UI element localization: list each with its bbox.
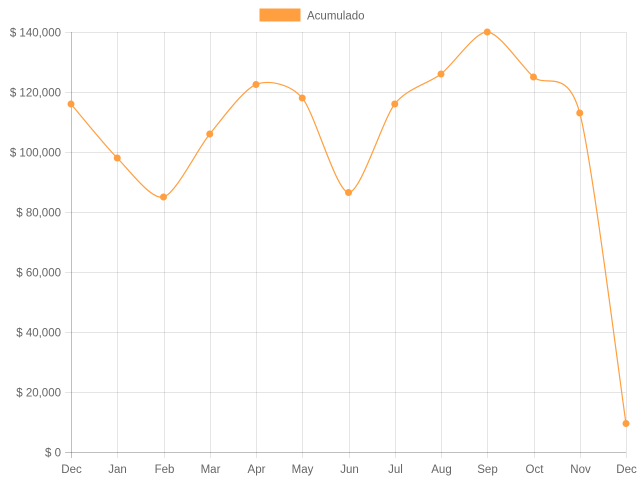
data-point — [252, 81, 260, 88]
x-tick-label: Jul — [388, 464, 403, 476]
data-point — [437, 70, 445, 78]
data-point — [345, 189, 352, 196]
y-axis: $ 0 $ 20,000 $ 40,000 $ 60,000 $ 80,000 $ 100… — [10, 28, 61, 460]
data-point — [391, 100, 399, 108]
data-point — [530, 73, 537, 81]
chart-series — [67, 28, 630, 427]
x-tick-label: Dec — [616, 464, 637, 476]
y-tick-label: $ 0 — [45, 448, 61, 460]
chart-legend[interactable]: Acumulado — [259, 8, 365, 23]
chart-grid — [65, 32, 627, 458]
data-point — [298, 94, 306, 102]
data-point — [206, 130, 214, 138]
legend-swatch — [259, 8, 301, 22]
y-tick-label: $ 140,000 — [10, 28, 61, 40]
x-tick-label: Oct — [526, 464, 545, 476]
y-tick-label: $ 60,000 — [16, 268, 61, 280]
data-point — [160, 193, 167, 201]
y-tick-label: $ 20,000 — [16, 388, 61, 400]
x-tick-label: May — [292, 464, 314, 476]
data-point — [113, 154, 121, 162]
x-axis: Dec Jan Feb Mar Apr May Jun Jul Aug Sep Oct Nov Dec — [61, 464, 637, 476]
x-tick-label: Sep — [477, 464, 497, 476]
x-tick-label: Aug — [431, 464, 451, 476]
x-tick-label: Feb — [155, 464, 175, 476]
x-tick-label: Apr — [248, 464, 266, 476]
x-tick-label: Jan — [108, 464, 127, 476]
data-point — [622, 420, 630, 427]
x-tick-label: Mar — [201, 464, 221, 476]
legend-label-acumulado: Acumulado — [307, 11, 365, 23]
data-point — [483, 28, 491, 36]
data-point — [67, 100, 75, 108]
y-tick-label: $ 100,000 — [10, 148, 61, 160]
y-tick-label: $ 120,000 — [10, 88, 61, 100]
x-tick-label: Nov — [570, 464, 591, 476]
y-tick-label: $ 80,000 — [16, 208, 61, 220]
y-tick-label: $ 40,000 — [16, 328, 61, 340]
x-tick-label: Jun — [340, 464, 359, 476]
series-line-acumulado — [70, 31, 627, 424]
data-point — [576, 109, 584, 117]
x-tick-label: Dec — [61, 464, 82, 476]
